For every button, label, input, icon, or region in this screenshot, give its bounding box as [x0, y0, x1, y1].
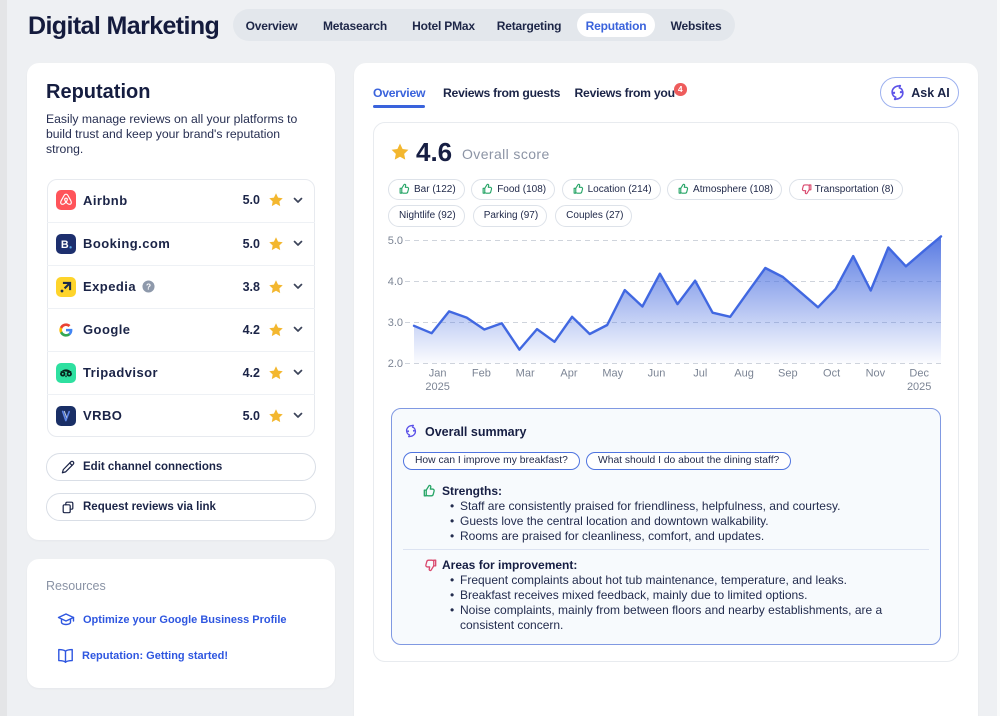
svg-text:Dec: Dec	[909, 368, 929, 380]
svg-text:Oct: Oct	[823, 368, 840, 380]
svg-text:4.0: 4.0	[388, 276, 403, 288]
svg-text:Jul: Jul	[693, 368, 707, 380]
svg-text:5.0: 5.0	[388, 235, 403, 247]
svg-text:?: ?	[146, 281, 151, 291]
svg-text:May: May	[602, 368, 623, 380]
svg-text:3.0: 3.0	[388, 317, 403, 329]
svg-text:Apr: Apr	[560, 368, 577, 380]
svg-text:2025: 2025	[425, 381, 449, 393]
svg-text:B: B	[61, 239, 69, 251]
svg-text:2025: 2025	[907, 381, 931, 393]
svg-text:2.0: 2.0	[388, 358, 403, 370]
svg-text:Jan: Jan	[429, 368, 447, 380]
svg-text:Nov: Nov	[866, 368, 886, 380]
svg-text:Aug: Aug	[734, 368, 754, 380]
svg-text:Mar: Mar	[516, 368, 535, 380]
svg-text:Feb: Feb	[472, 368, 491, 380]
svg-text:Sep: Sep	[778, 368, 798, 380]
svg-text:Jun: Jun	[648, 368, 666, 380]
